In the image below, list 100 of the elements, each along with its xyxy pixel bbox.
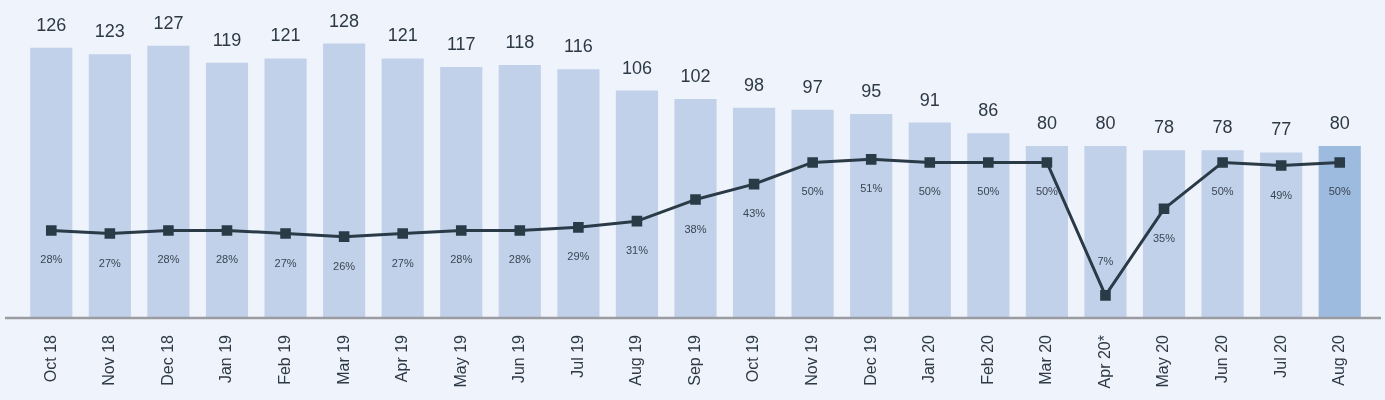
data-label: 28% <box>40 253 63 266</box>
bar <box>381 58 424 317</box>
x-tick-label: Mar 19 <box>334 334 352 385</box>
data-label: 28% <box>450 253 473 266</box>
data-label: 50% <box>1211 185 1234 198</box>
point <box>45 225 57 236</box>
data-label: 118 <box>505 31 535 52</box>
point <box>338 231 350 242</box>
x-tick-label: Jul 19 <box>568 334 586 378</box>
bar <box>791 109 834 317</box>
data-label: 119 <box>212 29 242 50</box>
data-label: 106 <box>621 57 652 78</box>
bar <box>88 54 131 317</box>
data-label: 91 <box>919 89 940 110</box>
data-label: 7% <box>1097 255 1114 268</box>
bar <box>30 47 73 317</box>
x-tick-label: Jan 20 <box>920 334 938 384</box>
data-label: 27% <box>274 256 297 269</box>
data-label: 35% <box>1153 231 1176 244</box>
point <box>983 157 994 168</box>
x-tick-label: May 19 <box>451 334 469 388</box>
data-label: 123 <box>94 21 125 42</box>
data-label: 121 <box>270 25 301 46</box>
x-tick-label: Feb 19 <box>275 334 293 385</box>
data-label: 78 <box>1212 117 1233 138</box>
data-label: 80 <box>1036 113 1057 134</box>
data-label: 28% <box>215 253 239 266</box>
data-label: 51% <box>860 182 883 195</box>
bar <box>205 62 249 317</box>
data-label: 26% <box>333 259 356 272</box>
x-tick-label: Jan 19 <box>217 334 235 384</box>
bar <box>1201 150 1244 317</box>
bar <box>908 122 951 317</box>
point <box>280 228 291 239</box>
point <box>455 225 467 236</box>
point <box>573 222 584 233</box>
x-tick-label: Oct 19 <box>744 334 762 383</box>
data-label: 78 <box>1154 117 1175 138</box>
bar <box>732 107 776 317</box>
data-label: 97 <box>802 76 823 97</box>
data-label: 128 <box>329 10 360 31</box>
data-label: 80 <box>1095 113 1116 134</box>
x-tick-label: Apr 19 <box>393 334 411 383</box>
data-label: 86 <box>978 100 999 121</box>
bar <box>1142 150 1186 317</box>
point <box>1275 160 1287 171</box>
x-tick-label: Dec 18 <box>158 334 176 386</box>
x-tick-label: Dec 19 <box>861 334 879 386</box>
data-label: 50% <box>1328 185 1351 198</box>
x-tick-label: Aug 19 <box>627 334 645 386</box>
point <box>1041 157 1053 168</box>
point <box>1100 290 1111 301</box>
point <box>865 154 877 165</box>
bar <box>967 133 1010 317</box>
bar <box>323 43 366 317</box>
point <box>924 157 936 168</box>
data-label: 121 <box>387 25 418 46</box>
x-tick-label: Jun 20 <box>1212 334 1230 384</box>
bar <box>1025 146 1068 317</box>
data-label: 50% <box>918 185 941 198</box>
bar <box>850 114 893 317</box>
data-label: 95 <box>861 81 882 102</box>
data-label: 117 <box>446 34 476 55</box>
bar <box>1084 146 1127 317</box>
point <box>1334 157 1346 168</box>
bar <box>498 64 541 317</box>
bar <box>147 45 190 317</box>
x-tick-label: Sep 19 <box>685 334 703 386</box>
data-label: 43% <box>743 207 766 220</box>
data-label: 27% <box>98 256 122 269</box>
x-tick-label: May 20 <box>1154 334 1172 388</box>
data-label: 127 <box>153 12 184 33</box>
bar <box>557 69 600 317</box>
data-label: 77 <box>1271 119 1292 140</box>
x-tick-label: Aug 20 <box>1330 334 1348 386</box>
point <box>221 225 233 236</box>
x-tick-label: Apr 20* <box>1095 335 1113 389</box>
data-label: 49% <box>1270 188 1293 201</box>
point <box>397 228 408 239</box>
bar <box>440 67 483 317</box>
data-label: 126 <box>36 14 67 35</box>
bar <box>1318 146 1361 317</box>
data-label: 50% <box>977 185 1000 198</box>
data-label: 38% <box>684 222 707 235</box>
data-label: 50% <box>1035 185 1059 198</box>
point <box>690 194 701 205</box>
x-tick-label: Nov 19 <box>803 334 821 386</box>
x-tick-label: Nov 18 <box>100 334 118 386</box>
x-tick-label: Jun 19 <box>510 334 528 384</box>
point <box>1217 157 1228 168</box>
x-tick-label: Jul 20 <box>1271 334 1289 378</box>
data-label: 29% <box>567 250 590 263</box>
point <box>807 157 818 168</box>
data-label: 102 <box>680 66 711 87</box>
data-label: 31% <box>625 244 649 257</box>
bar <box>615 90 659 317</box>
bar <box>674 99 717 317</box>
data-label: 80 <box>1329 113 1350 134</box>
x-tick-label: Oct 18 <box>41 334 59 383</box>
data-label: 116 <box>564 36 593 57</box>
